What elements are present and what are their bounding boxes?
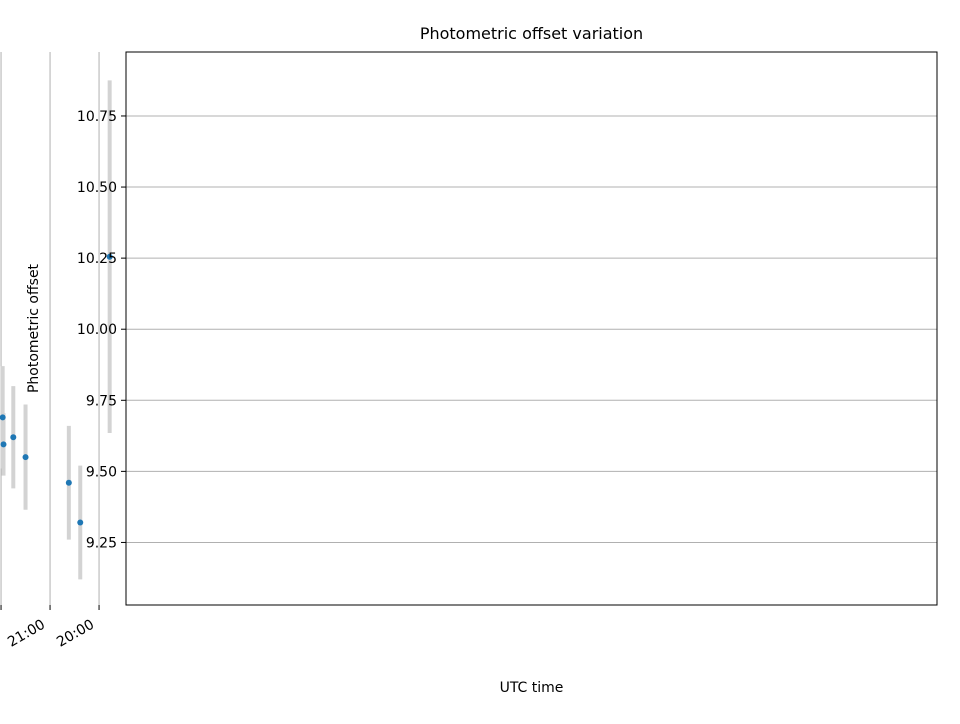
data-point: [0, 414, 6, 421]
x-axis-label: UTC time: [500, 680, 564, 696]
data-point: [106, 253, 113, 260]
y-tick-label: 10.50: [77, 180, 117, 196]
data-point: [0, 441, 7, 448]
y-axis-label: Photometric offset: [26, 263, 42, 393]
y-tick-label: 9.75: [86, 393, 117, 409]
data-point: [10, 434, 17, 441]
y-tick-label: 10.75: [77, 109, 117, 125]
y-tick-label: 10.25: [77, 251, 117, 267]
data-point: [77, 519, 84, 526]
data-points: [0, 253, 113, 526]
y-tick-label: 10.00: [77, 322, 117, 338]
y-tick-label: 9.25: [86, 535, 117, 551]
y-tick-label: 9.50: [86, 464, 117, 480]
grid: [0, 52, 937, 605]
data-point: [22, 454, 29, 461]
chart-title: Photometric offset variation: [420, 24, 643, 43]
plot-area-frame: [125, 51, 938, 606]
data-point: [65, 479, 72, 486]
